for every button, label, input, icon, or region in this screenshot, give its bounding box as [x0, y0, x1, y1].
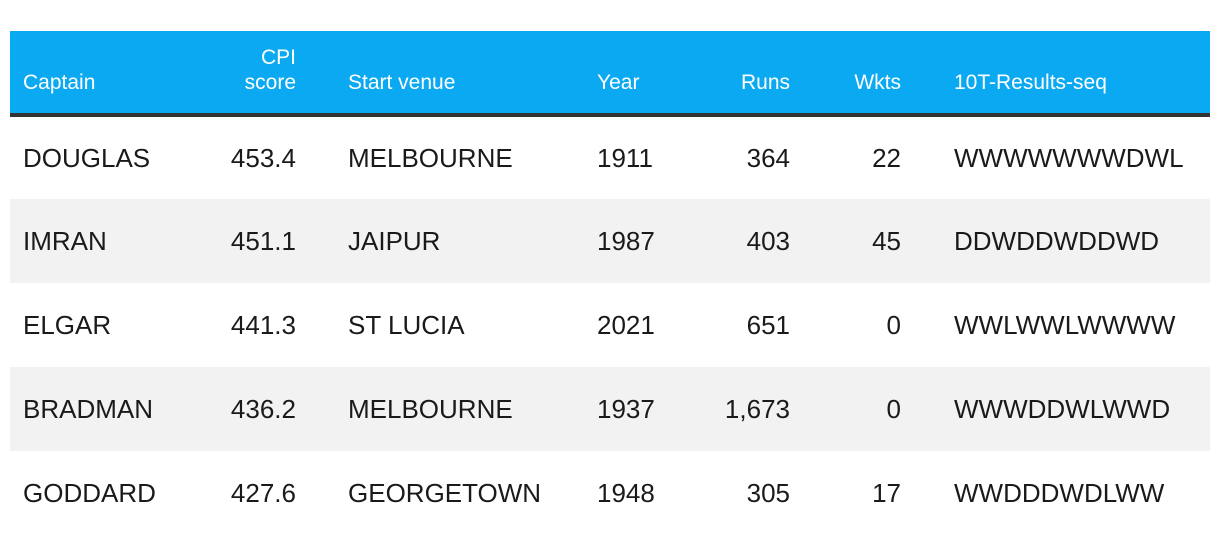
cell-wkts: 17 — [872, 477, 901, 508]
header-cpi-line1: CPI — [260, 46, 296, 69]
cell-runs: 305 — [746, 477, 790, 508]
cell-year: 1948 — [597, 477, 655, 508]
header-cpi-score: CPI score — [226, 31, 296, 115]
cell-results-seq: WWDDDWDLWW — [954, 477, 1165, 508]
captains-table-container: Captain CPI score Start venue Year Runs W… — [10, 31, 1210, 535]
cell-captain: GODDARD — [23, 477, 156, 508]
cell-runs: 651 — [746, 309, 790, 340]
header-results-seq: 10T-Results-seq — [954, 71, 1107, 94]
table-header: Captain CPI score Start venue Year Runs W… — [10, 31, 1210, 115]
cell-venue: MELBOURNE — [348, 142, 513, 173]
cell-cpi: 436.2 — [230, 393, 296, 424]
cell-captain: BRADMAN — [23, 393, 154, 424]
header-wkts: Wkts — [854, 71, 901, 94]
cell-cpi: 453.4 — [230, 142, 296, 173]
cell-cpi: 441.3 — [230, 309, 296, 340]
table-body: DOUGLAS 453.4 MELBOURNE 1911 364 22 WWWW… — [10, 115, 1210, 535]
cell-venue: ST LUCIA — [348, 309, 465, 340]
cell-wkts: 45 — [872, 225, 901, 256]
cell-captain: IMRAN — [23, 225, 107, 256]
cell-captain: DOUGLAS — [23, 142, 151, 173]
header-row: Captain CPI score Start venue Year Runs W… — [10, 31, 1210, 115]
cell-venue: MELBOURNE — [348, 393, 513, 424]
cell-results-seq: WWWWWWWDWL — [954, 142, 1184, 173]
cell-year: 1987 — [597, 225, 655, 256]
cell-wkts: 22 — [872, 142, 901, 173]
table-row: ELGAR 441.3 ST LUCIA 2021 651 0 WWLWWLWW… — [10, 283, 1210, 367]
cell-year: 1911 — [597, 142, 653, 173]
cell-runs: 1,673 — [724, 393, 790, 424]
cell-results-seq: DDWDDWDDWD — [954, 225, 1160, 256]
cell-results-seq: WWWDDWLWWD — [954, 393, 1171, 424]
cell-cpi: 451.1 — [230, 225, 296, 256]
cell-year: 2021 — [597, 309, 655, 340]
cell-runs: 364 — [746, 142, 790, 173]
table-row: BRADMAN 436.2 MELBOURNE 1937 1,673 0 WWW… — [10, 367, 1210, 451]
cell-cpi: 427.6 — [230, 477, 296, 508]
cell-wkts: 0 — [886, 309, 901, 340]
cell-venue: GEORGETOWN — [348, 477, 542, 508]
cell-year: 1937 — [597, 393, 655, 424]
cell-wkts: 0 — [886, 393, 901, 424]
cell-results-seq: WWLWWLWWWW — [954, 309, 1176, 340]
header-start-venue: Start venue — [348, 71, 456, 94]
cell-runs: 403 — [746, 225, 790, 256]
header-cpi-line2: score — [244, 71, 296, 94]
captains-table: Captain CPI score Start venue Year Runs W… — [10, 31, 1210, 535]
table-row: DOUGLAS 453.4 MELBOURNE 1911 364 22 WWWW… — [10, 115, 1210, 199]
table-row: GODDARD 427.6 GEORGETOWN 1948 305 17 WWD… — [10, 451, 1210, 535]
header-runs: Runs — [740, 71, 790, 94]
cell-venue: JAIPUR — [348, 225, 441, 256]
cell-captain: ELGAR — [23, 309, 112, 340]
header-captain: Captain — [23, 71, 96, 94]
header-year: Year — [597, 71, 640, 94]
table-row: IMRAN 451.1 JAIPUR 1987 403 45 DDWDDWDDW… — [10, 199, 1210, 283]
